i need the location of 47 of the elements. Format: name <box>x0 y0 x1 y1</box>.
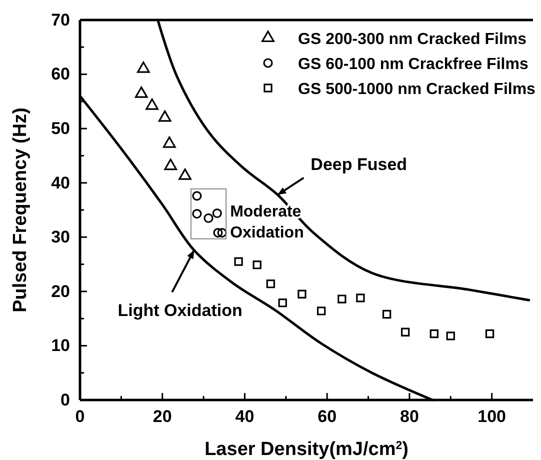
point <box>234 257 243 266</box>
y-tick-label: 60 <box>51 64 70 84</box>
legend-label: GS 60-100 nm Crackfree Films <box>298 56 528 73</box>
point <box>164 158 178 170</box>
y-tick-label: 50 <box>51 119 70 138</box>
x-tick-label: 60 <box>318 407 337 426</box>
y-tick-label: 30 <box>51 228 70 247</box>
x-tick-label: 100 <box>478 407 506 426</box>
point <box>134 86 148 98</box>
point <box>212 208 222 218</box>
y-tick-label: 70 <box>51 10 70 30</box>
point <box>146 98 159 110</box>
point <box>162 136 176 148</box>
point <box>382 310 392 319</box>
x-tick-label: 0 <box>75 407 85 426</box>
point <box>158 110 172 122</box>
y-tick-label: 0 <box>60 390 70 410</box>
point <box>192 209 202 219</box>
legend-label: GS 200-300 nm Cracked Films <box>298 31 527 48</box>
point <box>430 329 438 338</box>
annotation: Light Oxidation <box>118 301 242 320</box>
point <box>446 332 455 340</box>
x-tick-label: 20 <box>152 407 172 426</box>
y-tick-label: 20 <box>51 282 70 301</box>
point <box>338 294 346 304</box>
y-axis-title: Pulsed Frequency (Hz) <box>10 108 31 312</box>
point <box>401 328 410 336</box>
x-tick-label: 40 <box>235 407 254 426</box>
point <box>266 279 276 288</box>
y-tick-label: 40 <box>51 173 70 192</box>
point <box>485 329 494 338</box>
point <box>192 191 202 201</box>
point <box>298 290 306 298</box>
x-axis-title: Laser Density(mJ/cm$^{2}$) <box>204 439 408 460</box>
annotation: Deep Fused <box>310 154 408 174</box>
point <box>356 294 365 302</box>
point <box>316 306 326 316</box>
x-tick-label: 80 <box>400 407 419 426</box>
y-tick-label: 10 <box>51 336 70 356</box>
point <box>204 213 214 223</box>
point <box>136 62 150 73</box>
point <box>217 228 227 238</box>
legend-label: GS 500-1000 nm Cracked Films <box>298 81 536 98</box>
point <box>278 298 287 308</box>
point <box>252 260 262 270</box>
point <box>178 168 192 180</box>
point <box>213 228 223 238</box>
